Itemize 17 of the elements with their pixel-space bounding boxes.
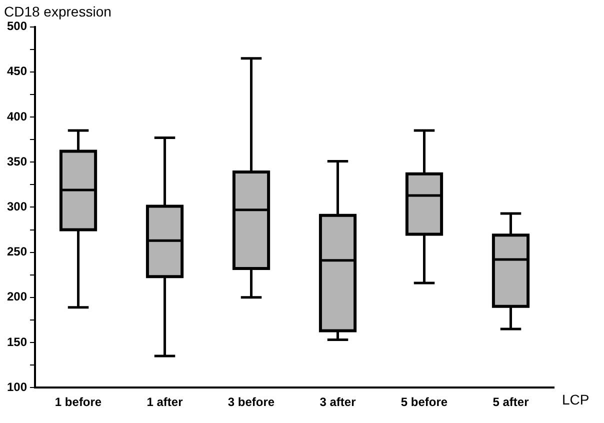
y-tick-label: 150 [6,334,28,349]
x-tick-label: 3 before [228,395,275,410]
y-tick-label: 500 [6,19,28,34]
y-tick-label: 300 [6,200,28,214]
chart-title: CD18 expression [4,3,112,20]
x-tick-label: 5 before [400,395,448,410]
y-tick-label: 250 [6,244,28,259]
y-tick-label: 450 [6,64,28,78]
y-tick-label: 400 [6,109,28,124]
x-tick-label: 1 after [146,395,184,410]
x-tick-label: 3 after [320,395,356,410]
y-tick-label: 350 [6,154,28,168]
x-tick-label: 5 after [492,395,530,410]
x-axis-title: LCP [562,391,590,408]
y-tick-label: 200 [6,290,28,304]
y-tick-label: 100 [6,380,28,394]
x-tick-label: 1 before [54,395,102,410]
